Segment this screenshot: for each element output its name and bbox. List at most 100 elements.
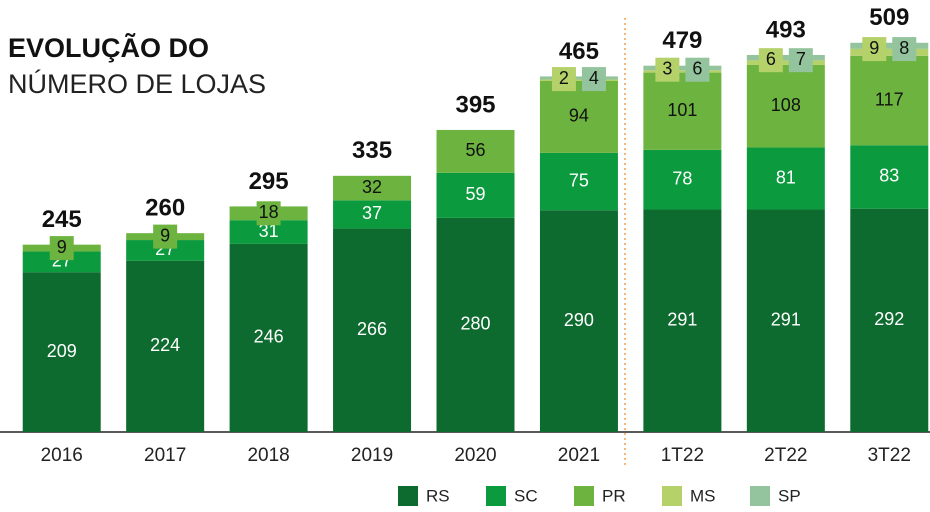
label-box <box>581 67 606 92</box>
data-label: 56 <box>465 140 485 160</box>
legend-swatch <box>398 486 418 506</box>
bar-segment <box>539 81 618 153</box>
label-box <box>49 236 74 261</box>
bar-segment <box>126 260 205 432</box>
bar-segment <box>333 228 412 432</box>
data-label: 117 <box>875 89 904 109</box>
data-label: 32 <box>362 177 382 197</box>
data-label: 4 <box>589 68 599 88</box>
bar-segment <box>436 129 515 173</box>
chart-subtitle: NÚMERO DE LOJAS <box>8 68 266 99</box>
bar-segment <box>436 172 515 218</box>
total-label: 260 <box>145 195 185 222</box>
legend-label: SC <box>514 486 538 505</box>
data-label: 291 <box>667 309 697 329</box>
data-label: 37 <box>362 203 382 223</box>
legend-swatch <box>574 486 594 506</box>
total-label: 335 <box>352 137 392 164</box>
data-label: 81 <box>776 167 796 187</box>
data-label: 3 <box>662 58 672 78</box>
data-label: 266 <box>357 319 387 339</box>
bar-segment <box>850 208 929 432</box>
bar-segment <box>643 70 722 73</box>
data-label: 292 <box>874 309 904 329</box>
data-label: 94 <box>569 106 589 126</box>
data-label: 7 <box>796 49 806 69</box>
bar-segment <box>643 149 722 210</box>
data-label: 83 <box>879 166 899 186</box>
data-label: 209 <box>47 341 77 361</box>
label-box <box>788 48 813 73</box>
legend-label: RS <box>426 486 450 505</box>
bar-segment <box>22 272 101 432</box>
bar-segment <box>643 209 722 432</box>
data-label: 6 <box>692 58 702 78</box>
x-tick-label: 1T22 <box>661 445 704 466</box>
bar-segment <box>333 175 412 201</box>
data-label: 108 <box>771 95 801 115</box>
legend-label: SP <box>778 486 801 505</box>
bar-segment <box>746 147 825 210</box>
data-label: 291 <box>771 309 801 329</box>
data-label: 2 <box>559 68 569 88</box>
data-label: 9 <box>869 38 879 58</box>
x-tick-label: 2017 <box>144 445 186 466</box>
total-label: 493 <box>766 16 806 43</box>
bar-segment <box>126 240 205 261</box>
legend-label: MS <box>690 486 716 505</box>
bar-segment <box>539 76 618 80</box>
data-label: 59 <box>465 184 485 204</box>
bar-segment <box>436 217 515 432</box>
bar-segment <box>643 65 722 71</box>
legend-swatch <box>486 486 506 506</box>
total-label: 465 <box>559 38 599 65</box>
data-label: 6 <box>766 49 776 69</box>
bar-segment <box>229 243 308 432</box>
x-tick-label: 2018 <box>247 445 289 466</box>
total-label: 245 <box>42 206 82 233</box>
bar-segment <box>850 42 929 49</box>
bar-segment <box>539 152 618 211</box>
data-label: 224 <box>150 335 180 355</box>
bar-segment <box>746 209 825 432</box>
data-label: 31 <box>259 221 279 241</box>
x-tick-label: 2019 <box>351 445 393 466</box>
data-label: 9 <box>160 225 170 245</box>
total-label: 295 <box>249 168 289 195</box>
bar-segment <box>850 145 929 209</box>
data-label: 280 <box>460 314 490 334</box>
x-tick-label: 2020 <box>454 445 496 466</box>
bar-segment <box>850 48 929 56</box>
data-label: 78 <box>672 168 692 188</box>
chart-title: EVOLUÇÃO DO <box>8 32 209 63</box>
x-tick-label: 2T22 <box>764 445 807 466</box>
legend-swatch <box>662 486 682 506</box>
bar-segment <box>539 79 618 81</box>
total-label: 509 <box>869 4 909 31</box>
label-box <box>685 57 710 82</box>
bar-segment <box>746 55 825 61</box>
data-label: 290 <box>564 310 594 330</box>
total-label: 479 <box>662 27 702 54</box>
label-box <box>551 67 576 92</box>
label-box <box>153 224 178 249</box>
bar-segment <box>539 210 618 432</box>
bar-segment <box>746 64 825 148</box>
data-label: 9 <box>57 237 67 257</box>
legend-label: PR <box>602 486 626 505</box>
data-label: 101 <box>667 100 697 120</box>
label-box <box>758 48 783 73</box>
data-label: 18 <box>259 202 279 222</box>
x-tick-label: 2016 <box>41 445 83 466</box>
bar-segment <box>643 72 722 150</box>
data-label: 8 <box>899 38 909 58</box>
bar-segment <box>229 220 308 244</box>
bar-segment <box>850 55 929 146</box>
x-tick-label: 2021 <box>558 445 600 466</box>
data-label: 246 <box>254 327 284 347</box>
x-tick-label: 3T22 <box>868 445 911 466</box>
total-label: 395 <box>455 91 495 118</box>
bar-segment <box>746 60 825 65</box>
label-box <box>655 57 680 82</box>
